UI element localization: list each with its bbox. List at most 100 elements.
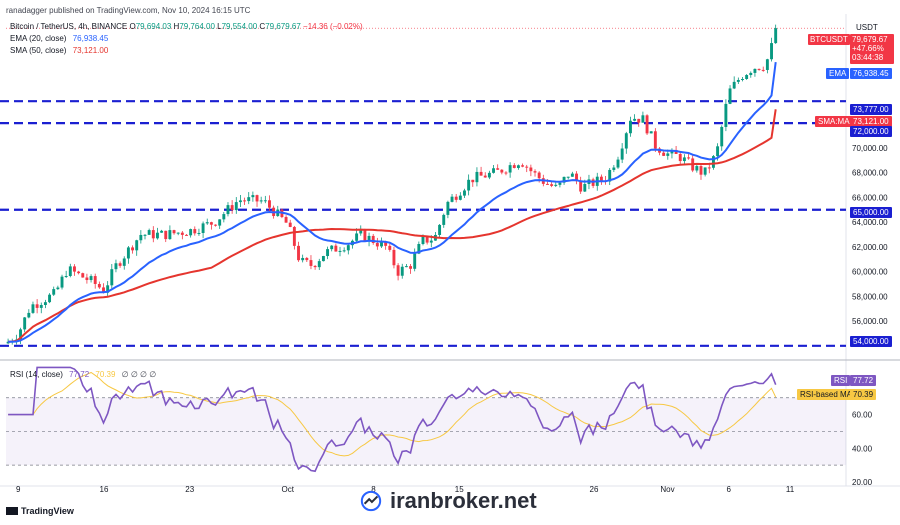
candle-body — [537, 172, 541, 179]
sma-legend[interactable]: SMA (50, close) 73,121.00 — [10, 46, 108, 55]
candle-body — [624, 133, 628, 149]
watermark-text: iranbroker.net — [390, 488, 537, 513]
candle-body — [193, 229, 197, 234]
candle-body — [446, 201, 450, 215]
candle-body — [292, 226, 296, 246]
candle-body — [728, 88, 732, 104]
candle-body — [172, 230, 176, 234]
candle-body — [687, 157, 690, 159]
candle-body — [409, 266, 412, 269]
candle-body — [620, 148, 624, 160]
candle-body — [297, 245, 300, 261]
candle-body — [60, 276, 64, 288]
candle-body — [558, 182, 562, 185]
candle-body — [367, 235, 371, 241]
candle-body — [400, 266, 404, 276]
candle-body — [151, 230, 155, 239]
candle-body — [699, 166, 703, 175]
candle-body — [479, 171, 483, 176]
candle-body — [189, 229, 193, 236]
rsi-tag: RSI — [831, 375, 851, 386]
candle-body — [546, 183, 549, 185]
candle-body — [338, 250, 342, 252]
candle-body — [226, 205, 230, 215]
rsi-ma-value: 70.39 — [95, 370, 116, 379]
candle-body — [43, 302, 47, 306]
ohlc-open: 79,694.03 — [135, 22, 172, 31]
candle-body — [641, 115, 645, 123]
candle-body — [52, 289, 56, 295]
candle-body — [359, 229, 363, 234]
candle-body — [421, 236, 425, 244]
ema-legend[interactable]: EMA (20, close) 76,938.45 — [10, 34, 108, 43]
rsi-tick-label: 60.00 — [852, 411, 873, 420]
candle-body — [288, 222, 292, 227]
candle-body — [500, 169, 504, 173]
candle-body — [645, 115, 649, 134]
candle-body — [707, 167, 711, 169]
ohlc-change: −14.36 (−0.02%) — [303, 22, 363, 31]
time-tick-label: 16 — [100, 485, 109, 494]
candle-body — [263, 200, 267, 202]
candle-body — [425, 236, 429, 243]
candle-body — [616, 159, 620, 168]
candle-body — [633, 118, 637, 121]
price-tag-box: 79,679.67 +47.66% 03:44:38 — [850, 34, 894, 64]
sma-axis-value: 73,121.00 — [850, 116, 892, 127]
candle-body — [649, 131, 653, 134]
candle-body — [774, 28, 778, 44]
publish-info: ranadagger published on TradingView.com,… — [6, 6, 251, 15]
candle-body — [85, 277, 89, 281]
ohlc-high: 79,764.00 — [179, 22, 215, 31]
candle-body — [355, 233, 359, 241]
candle-body — [143, 234, 147, 236]
time-tick-label: Nov — [660, 485, 674, 494]
candle-body — [342, 250, 346, 252]
candle-body — [450, 196, 454, 202]
candle-body — [39, 305, 43, 308]
candle-body — [475, 171, 479, 183]
candle-body — [375, 243, 379, 247]
level-72000-tag: 72,000.00 — [850, 126, 892, 137]
rsi-legend[interactable]: RSI (14, close) 77.72 70.39 ∅ ∅ ∅ ∅ — [10, 370, 156, 379]
candle-body — [724, 103, 728, 127]
candle-body — [247, 197, 251, 202]
candle-body — [396, 265, 400, 276]
candle-body — [413, 253, 417, 269]
candle-body — [682, 157, 686, 162]
candle-body — [93, 276, 97, 284]
candle-body — [404, 266, 408, 268]
candle-body — [251, 195, 255, 198]
time-tick-label: 8 — [371, 485, 376, 494]
level-73777-tag: 73,777.00 — [850, 104, 892, 115]
candle-body — [139, 234, 143, 241]
candle-body — [678, 153, 682, 162]
candle-body — [27, 312, 31, 318]
candle-body — [97, 283, 101, 288]
candle-body — [371, 235, 375, 244]
rsi-tick-label: 20.00 — [852, 478, 873, 487]
candle-body — [35, 304, 39, 308]
rsi-ma-line — [8, 371, 777, 457]
sma-tag: SMA:MA — [815, 116, 853, 127]
candle-body — [363, 229, 367, 241]
candle-body — [214, 224, 217, 226]
candle-body — [637, 118, 641, 123]
candle-body — [268, 200, 271, 208]
candle-body — [106, 285, 110, 293]
watermark-logo-icon — [360, 490, 382, 512]
rsi-extra: ∅ ∅ ∅ ∅ — [121, 370, 157, 379]
rsi-axis-value: 77.72 — [850, 375, 877, 386]
candle-body — [160, 230, 164, 233]
price-tick-label: 56,000.00 — [852, 317, 888, 326]
time-tick-label: 9 — [16, 485, 21, 494]
candle-body — [284, 217, 288, 223]
candle-body — [218, 219, 222, 226]
candle-body — [185, 234, 188, 236]
symbol-legend[interactable]: Bitcoin / TetherUS, 4h, BINANCE O79,694.… — [10, 22, 363, 31]
candle-body — [666, 153, 670, 156]
candle-body — [301, 257, 305, 261]
tradingview-logo[interactable]: TradingView — [6, 506, 74, 516]
